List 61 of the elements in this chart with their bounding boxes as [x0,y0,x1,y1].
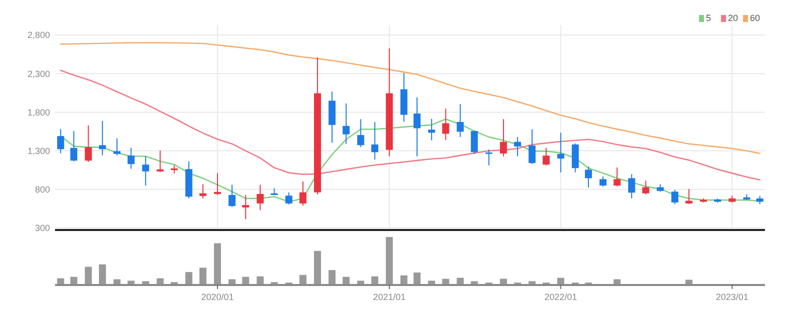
candlestick [572,142,579,173]
line-series [60,42,760,154]
bar [328,270,336,285]
candlestick [98,120,106,156]
candlestick [514,136,522,157]
candlestick [442,108,450,141]
x-tick-label: 2023/01 [716,292,748,302]
y-tick-label: 2,300 [27,68,50,79]
candlestick [57,128,64,154]
candlestick [214,172,221,196]
candlestick [642,180,650,195]
bar [414,272,421,285]
candlestick [199,184,206,199]
y-tick-label: 800 [34,184,50,195]
line-series [60,70,760,180]
candlestick [342,102,350,144]
candlestick [285,192,292,205]
candlestick [628,174,636,199]
y-tick-label: 300 [34,223,50,234]
candlestick [500,118,507,157]
candlestick [599,176,606,188]
x-tick-label: 2022/01 [544,292,578,302]
legend-label: 60 [750,13,760,23]
bar [98,264,106,285]
candlestick [242,194,250,220]
y-tick-label: 2,800 [27,30,50,40]
candlestick [470,130,478,154]
candlestick [671,189,678,205]
candlestick [685,188,692,205]
candlestick [557,132,564,173]
candlestick [414,96,421,157]
legend-label: 20 [728,13,738,23]
candlestick [528,128,536,164]
candlestick [357,118,364,148]
candlestick [542,147,550,166]
legend-label: 5 [706,13,712,23]
candlestick [584,166,592,188]
candlestick [428,118,436,141]
candlestick [128,147,135,170]
candlestick [456,104,464,138]
bar [386,237,393,285]
candlestick [156,150,164,173]
bar [214,243,221,285]
x-tick-label: 2021/01 [373,292,406,302]
candlestick [485,148,492,166]
candlestick [70,130,78,162]
candlestick [113,138,120,156]
bar [185,272,192,285]
candlestick [299,181,306,206]
candlestick [142,156,150,186]
y-tick-label: 1,800 [27,107,50,118]
bar [314,250,321,285]
candlestick [228,184,236,208]
candlestick [256,184,264,211]
y-tick-label: 1,300 [27,146,50,156]
bar [199,268,206,285]
bar [84,266,92,285]
candlestick [84,124,92,162]
candlestick [371,121,378,160]
candlestick [614,166,621,187]
x-tick-label: 2020/01 [201,292,234,302]
